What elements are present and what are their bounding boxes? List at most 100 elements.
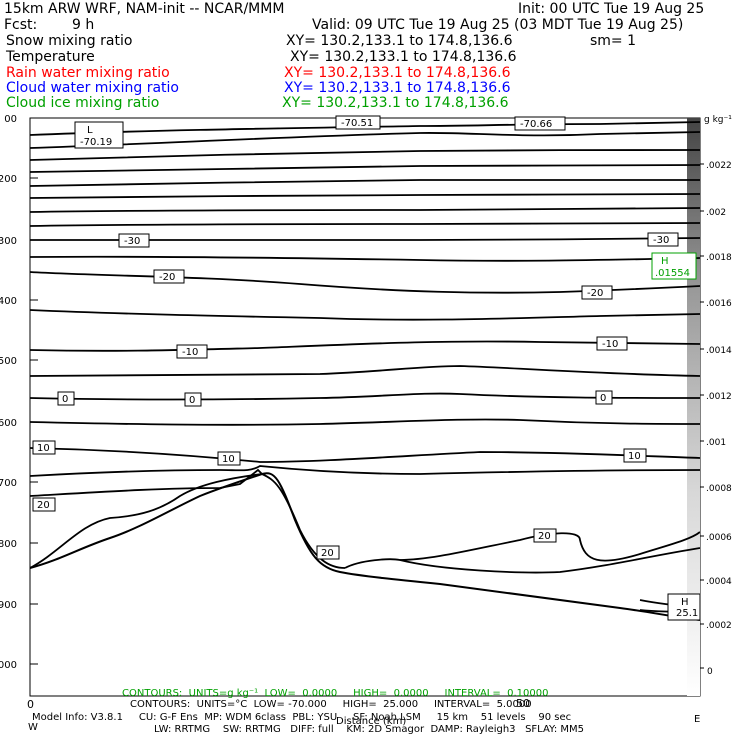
high-extremum-temp: H 25.1 <box>667 593 701 621</box>
field-name-snow: Snow mixing ratio <box>6 33 133 49</box>
forecast-value: 9 h <box>72 17 95 33</box>
svg-text:-70.51: -70.51 <box>341 118 373 129</box>
contour-label: -10 <box>176 344 208 359</box>
isotherm-top-4 <box>29 164 701 173</box>
model-info: Model Info: V3.8.1 CU: G-F Ens MP: WDM 6… <box>32 712 572 723</box>
y-axis-ticks <box>30 117 38 665</box>
contour-labels: -70.51 -70.66 -30 -30 -20 -20 -10 -10 0 … <box>32 115 679 560</box>
isotherm-zero <box>29 392 701 401</box>
y-tick-label: 400 <box>0 296 17 307</box>
colorbar-tick-label: .0008 <box>706 484 732 494</box>
colorbar-ticks <box>700 163 704 669</box>
contour-label: 0 <box>184 392 202 407</box>
svg-text:-20: -20 <box>159 272 175 283</box>
contours-info-temp: CONTOURS: UNITS=°C LOW= -70.000 HIGH= 25… <box>130 699 532 710</box>
x-axis-title: Distance (km) <box>336 716 407 727</box>
svg-text:-30: -30 <box>124 236 140 247</box>
contour-label: -70.51 <box>335 115 381 130</box>
contour-label: 20 <box>316 545 340 560</box>
field-xy-rain: XY= 130.2,133.1 to 174.8,136.6 <box>284 65 511 81</box>
svg-text:10: 10 <box>37 443 50 454</box>
colorbar-tick-label: .002 <box>706 208 726 218</box>
contour-label: 0 <box>57 391 75 406</box>
colorbar-tick-label: .0004 <box>706 577 732 587</box>
y-axis-labels: 00 200 300 400 500 600 700 800 900 000 <box>0 114 17 671</box>
y-tick-label: 700 <box>0 478 17 489</box>
low-letter: L <box>87 125 93 136</box>
isotherm-top-6 <box>29 193 701 199</box>
isotherm-plus10-a <box>29 447 701 463</box>
isotherm-top-8 <box>29 222 701 227</box>
contour-label: 10 <box>32 440 56 455</box>
colorbar-tick-label: .0014 <box>706 346 732 356</box>
y-tick-label: 600 <box>0 418 17 429</box>
svg-text:10: 10 <box>628 451 641 462</box>
init-time: Init: 00 UTC Tue 19 Aug 25 <box>518 1 705 17</box>
colorbar-tick-label: .0018 <box>706 253 732 263</box>
isotherm-top-3 <box>29 149 701 161</box>
x-tick-label: 0 <box>27 698 34 711</box>
svg-text:20: 20 <box>37 500 50 511</box>
svg-text:10: 10 <box>222 454 235 465</box>
y-tick-label: 200 <box>0 174 17 185</box>
y-tick-label: 300 <box>0 236 17 247</box>
contour-label: -20 <box>153 269 185 284</box>
low-value: -70.19 <box>80 137 112 148</box>
svg-text:-10: -10 <box>602 339 618 350</box>
svg-text:-70.66: -70.66 <box>520 119 552 130</box>
colorbar-tick-label: .0012 <box>706 392 732 402</box>
low-extremum: L -70.19 <box>74 121 124 149</box>
contour-label: 10 <box>623 448 647 463</box>
field-xy-temp: XY= 130.2,133.1 to 174.8,136.6 <box>290 49 517 65</box>
isotherm-plus20-inner <box>399 547 701 574</box>
svg-text:0: 0 <box>600 393 606 404</box>
svg-text:-10: -10 <box>182 347 198 358</box>
colorbar-units: g kg⁻¹ <box>704 115 732 125</box>
contour-label: -30 <box>647 232 679 247</box>
contour-label: 10 <box>217 451 241 466</box>
svg-text:-30: -30 <box>653 235 669 246</box>
field-name-temp: Temperature <box>6 49 95 65</box>
isotherm-plus5 <box>29 418 701 426</box>
colorbar-tick-label: 0 <box>707 667 713 677</box>
smoothing-value: sm= 1 <box>590 33 637 49</box>
contours-info-snow: CONTOURS: UNITS=g kg⁻¹ LOW= 0.0000 HIGH=… <box>122 688 549 699</box>
high-letter-temp: H <box>681 597 689 608</box>
isotherm-minus15 <box>29 309 701 321</box>
y-tick-label: 500 <box>0 356 17 367</box>
colorbar-tick-label: .0006 <box>706 533 732 543</box>
corner-w: W <box>28 722 38 733</box>
field-name-cloudwater: Cloud water mixing ratio <box>6 80 179 96</box>
svg-text:0: 0 <box>189 395 195 406</box>
contour-label: 0 <box>595 390 613 405</box>
field-xy-cloudice: XY= 130.2,133.1 to 174.8,136.6 <box>282 95 509 111</box>
contour-label: 20 <box>533 528 557 543</box>
colorbar-tick-label: .001 <box>706 438 726 448</box>
plot-frame <box>29 117 701 697</box>
isotherm-minus20 <box>29 271 701 294</box>
contour-label: -10 <box>596 336 628 351</box>
high-letter-cloudice: H <box>661 256 669 267</box>
x-tick-label: 50 <box>516 697 530 710</box>
terrain-surface <box>29 472 701 621</box>
contour-label: 20 <box>32 497 56 512</box>
forecast-label: Fcst: <box>4 17 38 33</box>
valid-time: Valid: 09 UTC Tue 19 Aug 25 (03 MDT Tue … <box>312 17 684 33</box>
contour-label: -30 <box>118 233 150 248</box>
high-value-cloudice: .01554 <box>655 268 690 279</box>
isotherm-minus25 <box>29 255 701 262</box>
model-title: 15km ARW WRF, NAM-init -- NCAR/MMM <box>4 1 285 17</box>
y-tick-label: 000 <box>0 660 17 671</box>
field-xy-cloudwater: XY= 130.2,133.1 to 174.8,136.6 <box>284 80 511 96</box>
isotherm-plus10-b <box>29 465 701 477</box>
colorbar-labels: g kg⁻¹ 0 .0002 .0004 .0006 .0008 .001 .0… <box>704 115 732 677</box>
isotherm-top-5 <box>29 179 700 187</box>
isotherm-top-7 <box>29 207 701 213</box>
isotherm-minus5 <box>29 365 701 377</box>
model-info-physics: LW: RRTMG SW: RRTMG DIFF: full KM: 2D Sm… <box>154 724 584 735</box>
x-axis-labels: 0 50 <box>27 697 530 711</box>
svg-text:-20: -20 <box>587 288 603 299</box>
svg-text:20: 20 <box>321 548 334 559</box>
high-value-temp: 25.1 <box>676 608 698 619</box>
